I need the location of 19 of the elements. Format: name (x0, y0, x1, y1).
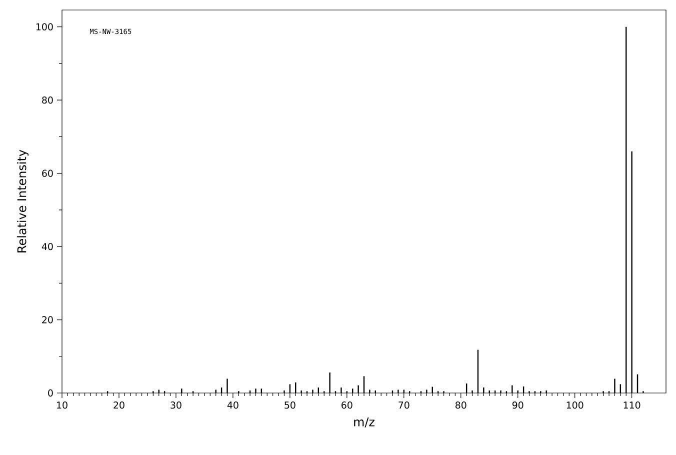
x-tick-label: 80 (455, 402, 466, 409)
x-tick-label: 110 (624, 402, 640, 409)
x-tick-label: 50 (284, 402, 296, 409)
x-tick-label: 30 (170, 402, 182, 409)
x-tick-label: 20 (114, 402, 124, 409)
y-tick-label: 100 (36, 23, 53, 30)
y-tick-label: 60 (42, 170, 53, 177)
x-tick-label: 70 (398, 402, 410, 409)
x-tick-label: 100 (566, 402, 584, 409)
x-axis-title: m/z (354, 418, 374, 428)
y-tick-label: 40 (42, 242, 53, 250)
x-tick-label: 40 (227, 402, 238, 409)
y-axis-title: Relative Intensity (17, 150, 29, 252)
y-tick-label: 0 (48, 389, 53, 397)
y-tick-label: 80 (42, 96, 53, 104)
x-tick-label: 90 (512, 402, 524, 409)
y-tick-label: 20 (42, 316, 53, 324)
x-tick-label: 60 (342, 402, 352, 409)
x-tick-label: 10 (57, 402, 68, 409)
